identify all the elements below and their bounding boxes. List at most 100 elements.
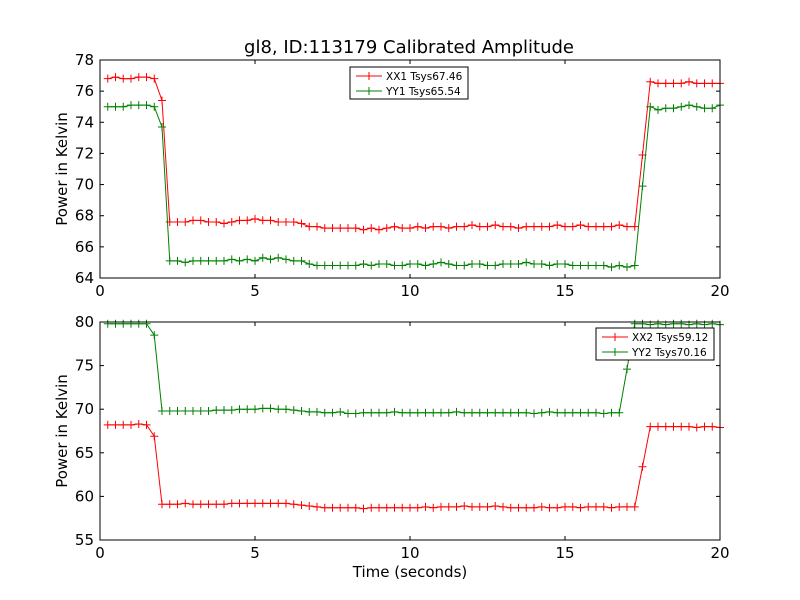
data-point [103,420,112,429]
data-point [258,404,267,413]
data-point [142,420,151,429]
data-point [196,256,205,265]
data-point [685,77,693,86]
legend-marker [365,87,373,95]
data-point [220,256,228,265]
data-point [545,261,554,270]
data-point [607,222,616,231]
data-point [599,261,608,270]
data-point [429,503,438,512]
data-point [390,407,399,416]
data-point [661,422,670,431]
data-point [669,79,678,88]
y-tick-label: 80 [75,313,94,331]
data-point [313,261,321,270]
data-point [243,216,252,225]
data-point [382,259,391,268]
data-point [134,101,143,110]
data-point [111,319,120,328]
data-point [429,408,438,417]
data-point [468,221,476,230]
data-point [127,319,135,328]
data-point [258,216,267,225]
data-point [685,101,693,110]
data-point [189,256,197,265]
data-point [483,408,492,417]
x-tick-label: 15 [555,282,574,300]
data-point [173,256,182,265]
data-point [530,222,538,231]
data-point [654,422,662,431]
series-1 [103,420,724,513]
data-point [204,500,213,509]
data-point [561,259,569,268]
data-point [189,500,197,509]
data-point [375,503,383,512]
data-point [708,104,717,113]
data-point [165,500,174,509]
data-point [646,422,655,431]
data-point [305,501,314,510]
data-point [103,319,112,328]
data-point [700,79,709,88]
y-tick-label: 64 [75,269,94,287]
data-point [212,217,221,226]
data-point [258,253,267,262]
data-point [165,406,174,415]
data-point [158,500,166,509]
data-point [421,224,430,233]
data-point [568,222,577,231]
data-point [150,102,159,111]
data-point [522,258,531,267]
data-point [483,502,492,511]
data-point [568,408,577,417]
data-point [181,217,190,226]
data-point [367,503,376,512]
data-point [320,503,329,512]
data-point [398,503,407,512]
data-point [646,102,655,111]
data-point [297,501,306,510]
data-point [127,420,135,429]
y-axis-label: Power in Kelvin [53,374,71,488]
data-point [243,499,252,508]
data-point [406,503,414,512]
data-point [119,319,128,328]
data-point [592,222,600,231]
data-point [708,319,717,328]
data-point [506,222,515,231]
data-point [336,224,345,233]
legend: XX2 Tsys59.12 YY2 Tsys70.16 [595,327,715,361]
data-point [282,405,290,414]
data-point [196,500,205,509]
data-point [103,74,112,83]
y-tick-label: 76 [75,82,94,100]
data-point [646,77,655,86]
data-point [561,408,569,417]
data-point [537,502,546,511]
series-1 [103,73,724,234]
data-point [692,423,701,432]
data-point [623,222,631,231]
data-point [413,222,422,231]
data-point [475,408,484,417]
data-point [615,502,624,511]
data-point [468,502,476,511]
data-point [623,365,631,374]
data-point [452,222,461,231]
data-point [514,408,523,417]
data-point [274,499,283,508]
data-point [483,222,492,231]
y-tick-label: 55 [75,531,94,549]
data-point [390,261,399,270]
data-point [413,503,422,512]
data-point [530,503,538,512]
data-point [227,255,236,264]
data-point [111,73,120,82]
data-point [677,79,686,88]
data-point [638,462,647,471]
data-point [344,409,352,418]
x-axis-label: Time (seconds) [352,563,468,581]
data-point [243,255,252,264]
data-point [460,222,469,231]
